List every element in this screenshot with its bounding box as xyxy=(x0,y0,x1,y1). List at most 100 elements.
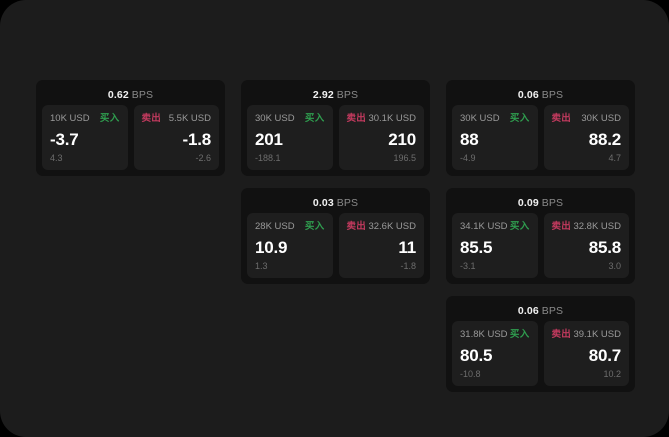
sell-size-label: 32.8K USD xyxy=(573,221,621,232)
buy-panel-header: 34.1K USD 买入 xyxy=(460,221,530,232)
sell-panel[interactable]: 卖出 30.1K USD 210 196.5 xyxy=(338,105,424,170)
sell-size-label: 32.6K USD xyxy=(368,221,416,232)
buy-price: 10.9 xyxy=(255,237,288,257)
quote-card[interactable]: 0.09 BPS 34.1K USD 买入 85.5 -3.1 卖出 xyxy=(446,188,635,284)
sell-side-label: 卖出 xyxy=(346,221,367,232)
buy-panel[interactable]: 34.1K USD 买入 85.5 -3.1 xyxy=(452,213,538,278)
sell-subvalue: -2.6 xyxy=(195,153,211,163)
sell-price: 11 xyxy=(398,237,416,257)
buy-panel[interactable]: 10K USD 买入 -3.7 4.3 xyxy=(42,105,128,170)
sell-size-label: 30.1K USD xyxy=(368,113,416,124)
bps-unit-label: BPS xyxy=(131,89,154,101)
sell-panel-header: 卖出 30.1K USD xyxy=(347,113,417,124)
buy-price: 80.5 xyxy=(460,345,493,365)
sell-price: 210 xyxy=(388,129,416,149)
sell-subvalue: 3.0 xyxy=(608,261,621,271)
card-header: 0.06 BPS xyxy=(452,86,629,105)
buy-subvalue: -3.1 xyxy=(460,261,476,271)
buy-price: 201 xyxy=(255,129,283,149)
buy-side-label: 买入 xyxy=(304,113,325,124)
sell-subvalue: -1.8 xyxy=(400,261,416,271)
buy-panel-header: 28K USD 买入 xyxy=(255,221,325,232)
sell-size-label: 5.5K USD xyxy=(168,113,211,124)
sell-side-label: 卖出 xyxy=(141,113,162,124)
buy-subvalue: -4.9 xyxy=(460,153,476,163)
sell-price: 88.2 xyxy=(588,129,621,149)
buy-panel[interactable]: 28K USD 买入 10.9 1.3 xyxy=(247,213,333,278)
buy-size-label: 31.8K USD xyxy=(460,329,508,340)
card-panels: 31.8K USD 买入 80.5 -10.8 卖出 39.1K USD 80.… xyxy=(452,321,629,386)
quote-column-2: 2.92 BPS 30K USD 买入 201 -188.1 卖出 xyxy=(241,80,430,296)
buy-side-label: 买入 xyxy=(509,113,530,124)
buy-panel-header: 30K USD 买入 xyxy=(255,113,325,124)
sell-side-label: 卖出 xyxy=(551,221,572,232)
sell-panel[interactable]: 卖出 30K USD 88.2 4.7 xyxy=(543,105,629,170)
bps-unit-label: BPS xyxy=(541,89,564,101)
buy-side-label: 买入 xyxy=(99,113,120,124)
sell-price: 80.7 xyxy=(588,345,621,365)
quote-card[interactable]: 0.03 BPS 28K USD 买入 10.9 1.3 卖出 xyxy=(241,188,430,284)
sell-side-label: 卖出 xyxy=(346,113,367,124)
bps-value: 2.92 xyxy=(312,89,334,101)
sell-side-label: 卖出 xyxy=(551,113,572,124)
sell-subvalue: 4.7 xyxy=(608,153,621,163)
buy-size-label: 28K USD xyxy=(255,221,295,232)
bps-unit-label: BPS xyxy=(541,305,564,317)
buy-subvalue: -10.8 xyxy=(460,369,481,379)
sell-panel-header: 卖出 32.6K USD xyxy=(347,221,417,232)
buy-panel[interactable]: 30K USD 买入 88 -4.9 xyxy=(452,105,538,170)
buy-side-label: 买入 xyxy=(304,221,325,232)
sell-size-label: 30K USD xyxy=(581,113,621,124)
card-header: 2.92 BPS xyxy=(247,86,424,105)
sell-subvalue: 196.5 xyxy=(393,153,416,163)
quote-card[interactable]: 0.62 BPS 10K USD 买入 -3.7 4.3 卖出 xyxy=(36,80,225,176)
card-panels: 10K USD 买入 -3.7 4.3 卖出 5.5K USD -1.8 -2.… xyxy=(42,105,219,170)
card-header: 0.09 BPS xyxy=(452,194,629,213)
buy-size-label: 30K USD xyxy=(460,113,500,124)
buy-panel[interactable]: 31.8K USD 买入 80.5 -10.8 xyxy=(452,321,538,386)
bps-value: 0.03 xyxy=(312,197,334,209)
sell-subvalue: 10.2 xyxy=(603,369,621,379)
card-header: 0.06 BPS xyxy=(452,302,629,321)
sell-panel-header: 卖出 39.1K USD xyxy=(552,329,622,340)
sell-panel[interactable]: 卖出 32.8K USD 85.8 3.0 xyxy=(543,213,629,278)
sell-size-label: 39.1K USD xyxy=(573,329,621,340)
bps-value: 0.06 xyxy=(517,305,539,317)
sell-panel[interactable]: 卖出 39.1K USD 80.7 10.2 xyxy=(543,321,629,386)
quote-board: 0.62 BPS 10K USD 买入 -3.7 4.3 卖出 xyxy=(36,80,636,392)
bps-unit-label: BPS xyxy=(336,197,359,209)
sell-panel[interactable]: 卖出 5.5K USD -1.8 -2.6 xyxy=(133,105,219,170)
sell-panel[interactable]: 卖出 32.6K USD 11 -1.8 xyxy=(338,213,424,278)
sell-price: -1.8 xyxy=(182,129,212,149)
sell-panel-header: 卖出 5.5K USD xyxy=(142,113,212,124)
buy-subvalue: 4.3 xyxy=(50,153,63,163)
quote-card[interactable]: 2.92 BPS 30K USD 买入 201 -188.1 卖出 xyxy=(241,80,430,176)
card-panels: 28K USD 买入 10.9 1.3 卖出 32.6K USD 11 -1.8 xyxy=(247,213,424,278)
bps-value: 0.09 xyxy=(517,197,539,209)
card-panels: 34.1K USD 买入 85.5 -3.1 卖出 32.8K USD 85.8… xyxy=(452,213,629,278)
quote-card[interactable]: 0.06 BPS 30K USD 买入 88 -4.9 卖出 xyxy=(446,80,635,176)
buy-panel[interactable]: 30K USD 买入 201 -188.1 xyxy=(247,105,333,170)
card-panels: 30K USD 买入 88 -4.9 卖出 30K USD 88.2 4.7 xyxy=(452,105,629,170)
card-header: 0.03 BPS xyxy=(247,194,424,213)
buy-panel-header: 31.8K USD 买入 xyxy=(460,329,530,340)
quote-column-3: 0.06 BPS 30K USD 买入 88 -4.9 卖出 xyxy=(446,80,635,404)
quote-card[interactable]: 0.06 BPS 31.8K USD 买入 80.5 -10.8 卖出 xyxy=(446,296,635,392)
buy-size-label: 34.1K USD xyxy=(460,221,508,232)
bps-unit-label: BPS xyxy=(541,197,564,209)
buy-size-label: 30K USD xyxy=(255,113,295,124)
card-header: 0.62 BPS xyxy=(42,86,219,105)
buy-panel-header: 10K USD 买入 xyxy=(50,113,120,124)
buy-side-label: 买入 xyxy=(509,221,530,232)
sell-panel-header: 卖出 32.8K USD xyxy=(552,221,622,232)
buy-price: -3.7 xyxy=(50,129,79,149)
buy-price: 88 xyxy=(460,129,479,149)
bps-value: 0.62 xyxy=(107,89,129,101)
quote-column-1: 0.62 BPS 10K USD 买入 -3.7 4.3 卖出 xyxy=(36,80,225,188)
bps-value: 0.06 xyxy=(517,89,539,101)
sell-price: 85.8 xyxy=(588,237,621,257)
buy-panel-header: 30K USD 买入 xyxy=(460,113,530,124)
buy-subvalue: -188.1 xyxy=(255,153,281,163)
bps-unit-label: BPS xyxy=(336,89,359,101)
